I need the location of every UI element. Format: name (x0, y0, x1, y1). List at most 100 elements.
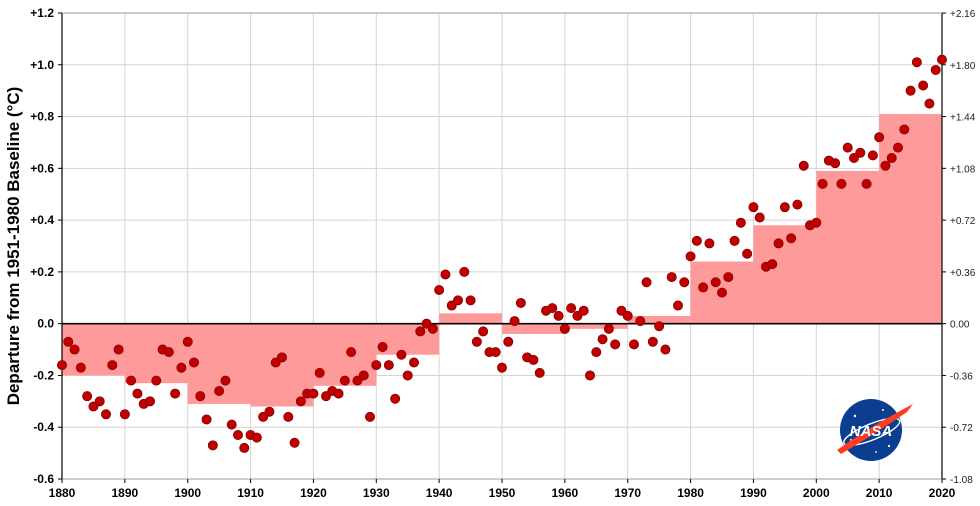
right-axis-tick-labels: +2.16 +1.80 +1.44 +1.08 +0.72 +0.36 0.00 -0.36 -… (950, 9, 976, 486)
annual-point (591, 347, 602, 358)
y-tick-label: -0.6 (33, 472, 54, 486)
annual-point (434, 285, 445, 296)
y2-tick-label: +0.72 (950, 216, 976, 227)
y2-tick-label: +1.44 (950, 113, 976, 124)
y-tick-label: +0.8 (30, 110, 54, 124)
decade-bar (124, 323, 188, 384)
annual-point (754, 212, 765, 223)
annual-point (647, 336, 658, 347)
annual-point (547, 303, 558, 314)
annual-point (748, 202, 759, 213)
x-tick-label: 1980 (677, 486, 704, 500)
annual-point (742, 248, 753, 259)
decade-bar (753, 225, 817, 324)
annual-point (660, 344, 671, 355)
annual-point (629, 339, 640, 350)
annual-point (75, 362, 86, 373)
annual-point (641, 277, 652, 288)
annual-point (880, 160, 891, 171)
annual-point (82, 391, 93, 402)
annual-point (314, 367, 325, 378)
x-tick-label: 2020 (929, 486, 956, 500)
x-tick-label: 1950 (489, 486, 516, 500)
annual-point (673, 300, 684, 311)
nasa-logo-text: NASA (850, 423, 893, 440)
x-axis-tick-labels: 1880 1890 1900 1910 1920 1930 1940 1950 1960 1970… (49, 486, 956, 500)
annual-point (176, 362, 187, 373)
y2-tick-label: +1.80 (950, 61, 976, 72)
annual-point (239, 442, 250, 453)
annual-point (691, 235, 702, 246)
annual-point (779, 202, 790, 213)
annual-point (729, 235, 740, 246)
annual-point (679, 277, 690, 288)
y-tick-label: +1.2 (30, 6, 54, 20)
annual-point (226, 419, 237, 430)
annual-point (792, 199, 803, 210)
y-tick-label: +0.4 (30, 213, 54, 227)
annual-point (144, 396, 155, 407)
annual-point (830, 158, 841, 169)
y2-tick-label: +0.36 (950, 268, 976, 279)
annual-point (276, 352, 287, 363)
annual-point (390, 393, 401, 404)
y-tick-label: +0.2 (30, 265, 54, 279)
annual-point (465, 295, 476, 306)
annual-point (478, 326, 489, 337)
annual-point (339, 375, 350, 386)
annual-point (874, 132, 885, 143)
annual-point (377, 341, 388, 352)
annual-point (459, 266, 470, 277)
annual-point (119, 409, 130, 420)
annual-point (710, 277, 721, 288)
annual-point (471, 336, 482, 347)
annual-point (509, 316, 520, 327)
annual-point (63, 336, 74, 347)
annual-point (597, 334, 608, 345)
decade-bar (439, 313, 502, 324)
y-tick-label: +1.0 (30, 58, 54, 72)
annual-point (685, 251, 696, 262)
x-tick-label: 1910 (237, 486, 264, 500)
annual-point (610, 339, 621, 350)
annual-point (930, 64, 941, 75)
annual-point (666, 272, 677, 283)
y2-tick-label: -1.08 (950, 475, 973, 486)
annual-point (358, 370, 369, 381)
annual-point (383, 360, 394, 371)
annual-point (333, 388, 344, 399)
annual-point (207, 440, 218, 451)
annual-point (94, 396, 105, 407)
annual-point (798, 160, 809, 171)
annual-point (232, 429, 243, 440)
axes (58, 12, 946, 483)
annual-point (126, 375, 137, 386)
left-axis-tick-labels: +1.2 +1.0 +0.8 +0.6 +0.4 +0.2 0.0 -0.2 -0.4 -0.6 (30, 6, 54, 486)
x-tick-label: 1880 (49, 486, 76, 500)
annual-point (585, 370, 596, 381)
y-tick-label: -0.4 (33, 420, 54, 434)
annual-point (440, 269, 451, 280)
annual-point (101, 409, 112, 420)
annual-point (603, 323, 614, 334)
decade-bar (502, 323, 565, 335)
x-tick-label: 1940 (426, 486, 453, 500)
annual-point (182, 336, 193, 347)
annual-point (113, 344, 124, 355)
annual-point (893, 142, 904, 153)
annual-point (163, 347, 174, 358)
annual-point (811, 217, 822, 228)
y2-tick-label: +2.16 (950, 9, 976, 20)
annual-point (346, 347, 357, 358)
annual-point (308, 388, 319, 399)
annual-point (57, 360, 68, 371)
annual-point (132, 388, 143, 399)
annual-point (698, 282, 709, 293)
annual-point (251, 432, 262, 443)
annual-point (289, 437, 300, 448)
annual-point (924, 98, 935, 109)
annual-point (817, 178, 828, 189)
annual-point (220, 375, 231, 386)
annual-point (490, 347, 501, 358)
